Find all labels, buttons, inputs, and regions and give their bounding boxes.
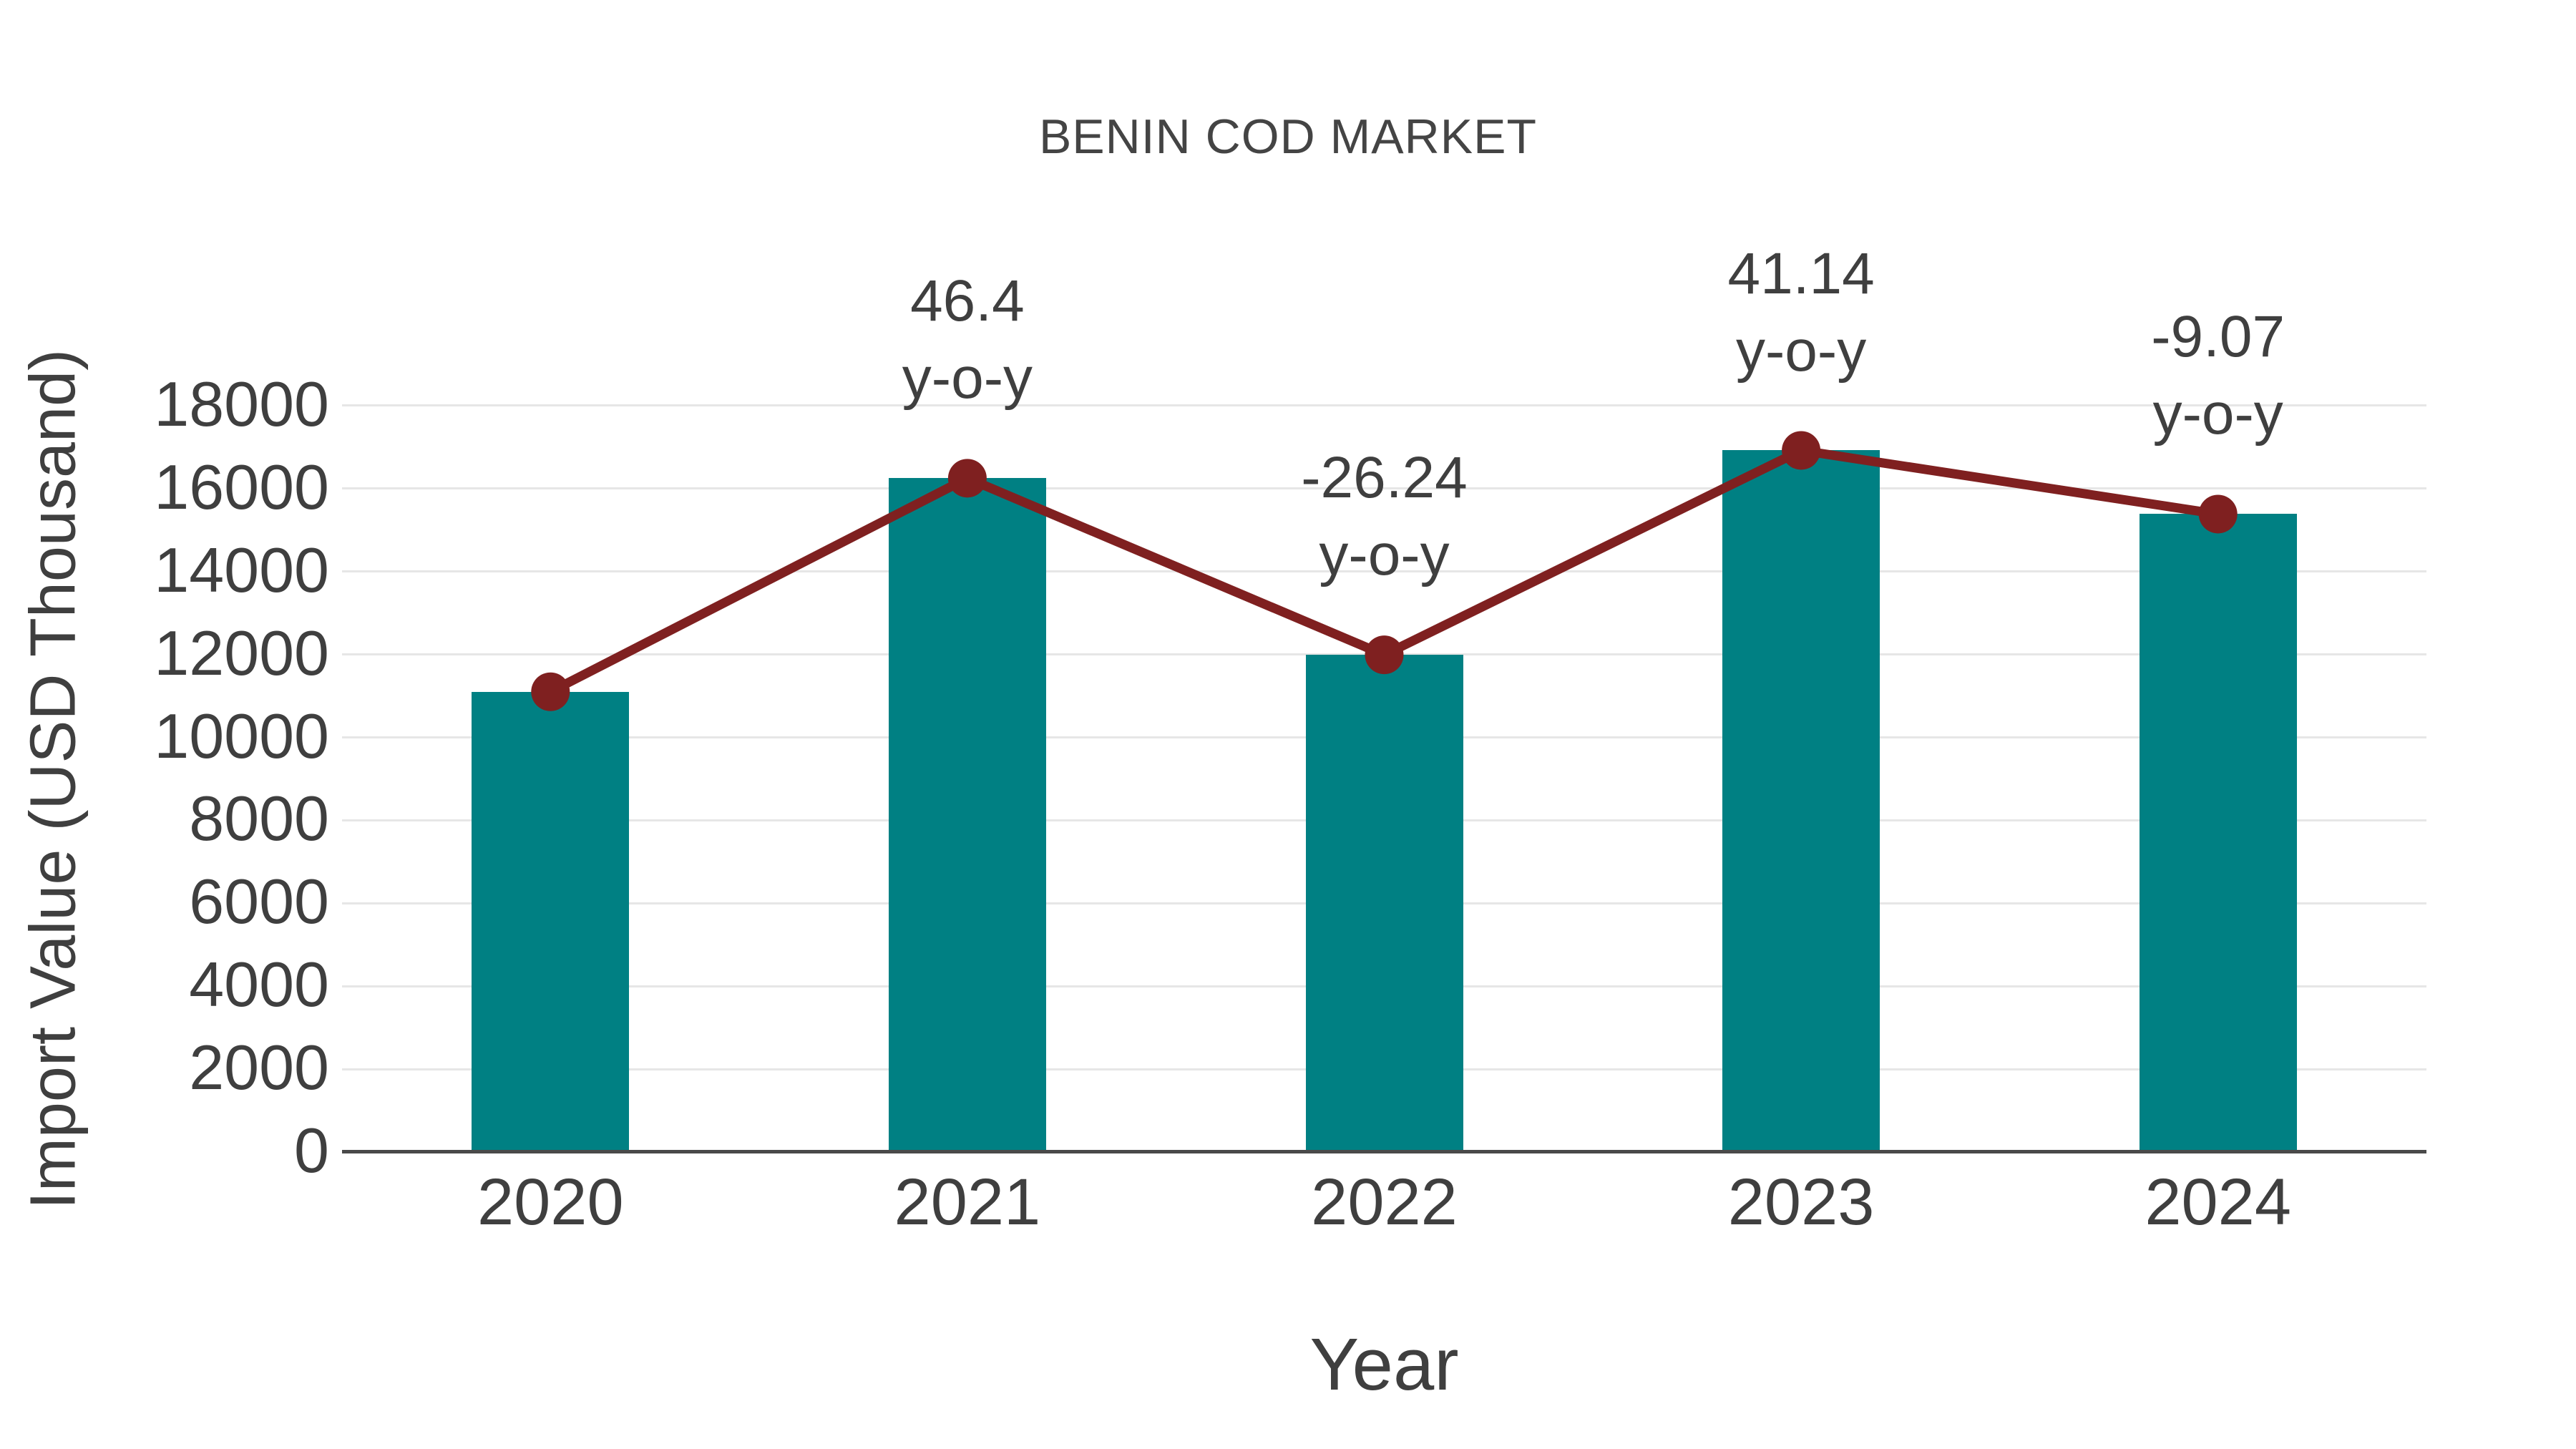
gridline-16000	[342, 487, 2426, 490]
bar-2024	[2139, 514, 2297, 1153]
y-tick-2000: 2000	[189, 1032, 329, 1103]
yoy-value: -9.07	[2151, 304, 2285, 370]
yoy-annotation-2021: 46.4 y-o-y	[902, 263, 1033, 417]
bar-2022	[1305, 655, 1463, 1153]
y-tick-16000: 16000	[154, 451, 329, 522]
y-tick-4000: 4000	[189, 949, 329, 1020]
bar-2020	[472, 691, 630, 1153]
trend-marker-2023	[1782, 431, 1821, 470]
x-tick-2020: 2020	[477, 1166, 624, 1239]
y-tick-6000: 6000	[189, 866, 329, 937]
yoy-suffix: y-o-y	[1319, 522, 1450, 588]
chart-title: BENIN COD MARKET	[1038, 109, 1538, 164]
bar-2021	[888, 478, 1046, 1153]
y-tick-0: 0	[294, 1114, 329, 1186]
trend-marker-2022	[1365, 635, 1404, 675]
yoy-annotation-2024: -9.07 y-o-y	[2151, 298, 2285, 453]
yoy-annotation-2022: -26.24 y-o-y	[1301, 439, 1468, 594]
y-tick-14000: 14000	[154, 534, 329, 605]
trend-marker-2024	[2198, 494, 2238, 534]
yoy-value: 41.14	[1727, 240, 1875, 306]
gridline-18000	[342, 404, 2426, 407]
yoy-value: 46.4	[910, 268, 1025, 334]
yoy-suffix: y-o-y	[902, 346, 1033, 411]
bar-2023	[1722, 450, 1880, 1153]
x-tick-2021: 2021	[894, 1166, 1041, 1239]
yoy-value: -26.24	[1301, 445, 1468, 511]
y-tick-10000: 10000	[154, 700, 329, 771]
trend-marker-2020	[531, 672, 570, 711]
y-tick-18000: 18000	[154, 368, 329, 439]
x-tick-2022: 2022	[1311, 1166, 1458, 1239]
gridline-14000	[342, 570, 2426, 573]
x-tick-2023: 2023	[1727, 1166, 1875, 1239]
x-tick-2024: 2024	[2145, 1166, 2292, 1239]
y-tick-8000: 8000	[189, 783, 329, 854]
yoy-suffix: y-o-y	[2152, 381, 2283, 447]
trend-marker-2021	[947, 459, 987, 498]
x-axis-title: Year	[1309, 1323, 1459, 1405]
y-tick-12000: 12000	[154, 617, 329, 688]
x-axis-line	[342, 1150, 2426, 1153]
yoy-suffix: y-o-y	[1735, 318, 1867, 384]
yoy-annotation-2023: 41.14 y-o-y	[1727, 235, 1874, 390]
